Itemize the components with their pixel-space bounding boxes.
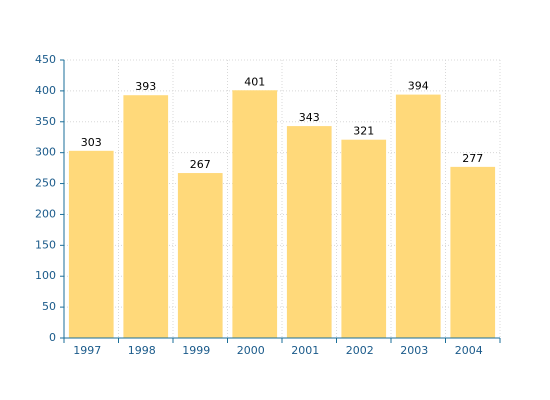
- x-tick-label: 1997: [73, 344, 101, 357]
- y-tick-label: 0: [49, 331, 56, 344]
- data-label: 343: [299, 111, 320, 124]
- bar: [177, 173, 223, 338]
- x-tick-label: 2000: [237, 344, 265, 357]
- y-tick-label: 250: [35, 177, 56, 190]
- y-tick-label: 400: [35, 84, 56, 97]
- y-tick-label: 150: [35, 238, 56, 251]
- y-tick-label: 200: [35, 207, 56, 220]
- bar: [395, 94, 441, 339]
- bar: [232, 90, 278, 338]
- x-tick-label: 1999: [182, 344, 210, 357]
- y-tick-label: 450: [35, 53, 56, 66]
- data-label: 267: [190, 158, 211, 171]
- x-tick-label: 2004: [455, 344, 483, 357]
- y-tick-label: 100: [35, 269, 56, 282]
- data-label: 321: [353, 125, 374, 138]
- bar: [341, 139, 387, 338]
- x-tick-label: 2003: [400, 344, 428, 357]
- data-label: 401: [244, 75, 265, 88]
- y-tick-label: 300: [35, 146, 56, 159]
- data-label: 277: [462, 152, 483, 165]
- bar: [450, 166, 496, 338]
- data-label: 303: [81, 136, 102, 149]
- x-tick-label: 1998: [128, 344, 156, 357]
- bar: [123, 95, 169, 338]
- data-label: 393: [135, 80, 156, 93]
- y-tick-label: 50: [42, 300, 56, 313]
- bar: [286, 126, 332, 338]
- data-label: 394: [408, 80, 429, 93]
- y-tick-label: 350: [35, 115, 56, 128]
- x-tick-label: 2002: [346, 344, 374, 357]
- bar: [68, 150, 114, 338]
- x-tick-label: 2001: [291, 344, 319, 357]
